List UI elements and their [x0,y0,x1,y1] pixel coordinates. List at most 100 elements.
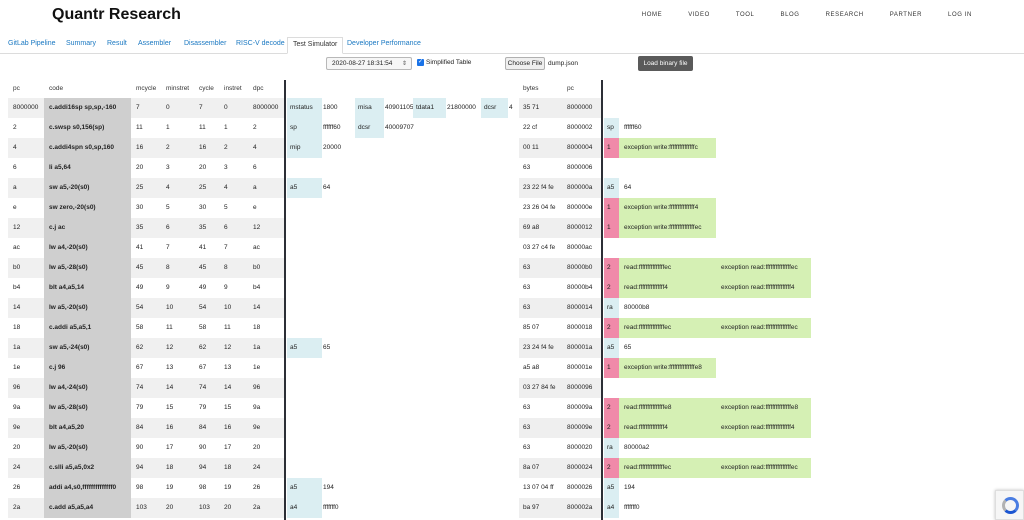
code-cell [44,198,131,218]
nav-tool[interactable]: TOOL [735,12,755,18]
nav-blog[interactable]: BLOG [780,12,800,18]
register-name-cell [355,98,384,118]
event-exception: exception read:fffffffffffffffec [721,264,798,271]
cell-code: li a5,64 [49,164,71,171]
cell-instret: 17 [224,444,232,451]
code-cell [44,158,131,178]
cell-minstret: 13 [166,364,174,371]
cell-mcycle: 35 [136,224,144,231]
date-select[interactable]: 2020-08-27 18:31:54 ⇕ [326,57,412,70]
register-value: 20000 [323,144,342,151]
cell-code: c.j 96 [49,364,66,371]
col-header-dpc: dpc [253,85,264,92]
cell-mcycle: 67 [136,364,144,371]
event-badge-label: 2 [607,404,611,411]
cell-bytes: 63 [523,264,531,271]
event-exception: exception read:fffffffffffffff4 [721,424,795,431]
tab-gitlab-pipeline[interactable]: GitLab Pipeline [8,40,56,47]
cell-mcycle: 16 [136,144,144,151]
register-value: 21800000 [447,104,476,111]
cell-code: blt a4,a5,14 [49,284,85,291]
cell-dpc: b0 [253,264,261,271]
tab-test-simulator[interactable]: Test Simulator [287,37,344,54]
cell-dpc: 2 [253,124,257,131]
nav-partner[interactable]: PARTNER [889,12,923,18]
code-cell [44,398,131,418]
load-binary-button[interactable]: Load binary file [638,56,693,71]
cell-dpc: e [253,204,257,211]
register-name-cell [287,138,322,158]
cell-instret: 16 [224,424,232,431]
brand-logo[interactable]: Quantr Research [52,6,181,23]
register-value: 40901105 [385,104,414,111]
event-cell [619,398,716,418]
choose-file-button[interactable]: Choose File [505,57,545,70]
event-detail: 80000b8 [624,304,650,311]
cell-mcycle: 7 [136,104,140,111]
table-row-band [519,458,601,478]
event-badge [604,298,619,318]
register-name: mstatus [290,104,313,111]
tab-assembler[interactable]: Assembler [138,40,172,47]
cell-dpc: 24 [253,464,261,471]
cell-code: c.addi4spn s0,sp,160 [49,144,115,151]
cell-cycle: 25 [199,184,207,191]
event-cell [716,458,811,478]
tool-tabs: GitLab Pipeline Summary Result Assembler… [0,37,1024,54]
tab-disassembler[interactable]: Disassembler [184,40,227,47]
col-header-rpc: pc [567,85,574,92]
nav-home[interactable]: HOME [641,12,663,18]
recaptcha-badge[interactable] [995,490,1024,520]
cell-pc: 2 [13,124,17,131]
event-detail: read:fffffffffffffffe8 [624,404,672,411]
register-name: dcsr [484,104,497,111]
event-detail: 65 [624,344,632,351]
event-badge [604,258,619,278]
tab-result[interactable]: Result [107,40,127,47]
date-select-value: 2020-08-27 18:31:54 [332,60,393,67]
tab-riscv-decode[interactable]: RISC-V decode [236,40,285,47]
col-header-pc: pc [13,85,20,92]
cell-pc: 9a [13,404,21,411]
cell-code: lw a5,-28(s0) [49,264,88,271]
register-value: 40009707 [385,124,414,131]
event-cell [619,258,716,278]
register-name-cell [287,118,322,138]
cell-instret: 3 [224,164,228,171]
register-name-cell [355,118,384,138]
register-name-cell [287,498,322,518]
tab-summary[interactable]: Summary [66,40,96,47]
event-badge-label: a5 [607,184,615,191]
cell-minstret: 16 [166,424,174,431]
table-row-band [519,378,601,398]
cell-minstret: 11 [166,324,173,331]
cell-cycle: 84 [199,424,207,431]
cell-mcycle: 11 [136,124,143,131]
simplified-table-checkbox[interactable]: ✓ [417,59,424,66]
event-detail: read:fffffffffffffffec [624,324,672,331]
tab-developer-performance[interactable]: Developer Performance [347,40,421,47]
cell-pc: 1a [13,344,21,351]
cell-instret: 8 [224,264,228,271]
cell-minstret: 2 [166,144,170,151]
nav-video[interactable]: VIDEO [688,12,710,18]
cell-dpc: 12 [253,224,261,231]
cell-dpc: ac [253,244,260,251]
table-row-band [519,418,601,438]
code-cell [44,178,131,198]
col-header-mcycle: mcycle [136,85,157,92]
event-badge-label: 2 [607,284,611,291]
cell-bytes: 23 26 04 fe [523,204,556,211]
cell-minstret: 10 [166,304,174,311]
nav-login[interactable]: LOG IN [948,12,972,18]
event-badge-label: ra [607,304,613,311]
cell-bytes: 23 22 f4 fe [523,184,554,191]
event-badge-label: 2 [607,324,611,331]
cell-rpc: 8000012 [567,224,593,231]
nav-research[interactable]: RESEARCH [825,12,864,18]
cell-mcycle: 84 [136,424,144,431]
cell-mcycle: 74 [136,384,144,391]
cell-cycle: 98 [199,484,207,491]
event-detail: read:fffffffffffffff4 [624,424,668,431]
event-detail: 80000a2 [624,444,650,451]
